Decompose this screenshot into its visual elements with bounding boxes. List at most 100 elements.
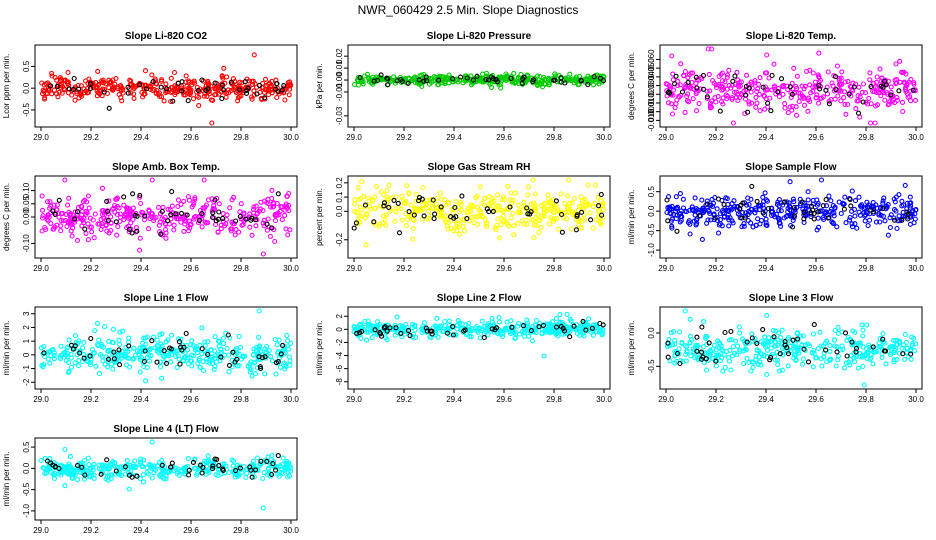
data-point-slope (226, 369, 232, 375)
data-point-slope (586, 202, 592, 208)
data-point-slope (735, 97, 741, 104)
data-point-slope (131, 95, 137, 101)
data-point-flagged (823, 87, 829, 93)
data-point-slope (862, 90, 869, 96)
plot-frame (347, 175, 611, 259)
data-point-flagged (559, 229, 565, 235)
data-point-flagged (129, 230, 135, 236)
data-point-slope (116, 92, 122, 98)
data-point-slope (178, 201, 184, 207)
data-point-slope (113, 75, 119, 82)
data-point-flagged (730, 78, 736, 84)
data-point-slope (722, 79, 728, 85)
data-point-flagged (381, 203, 387, 209)
data-point-slope (394, 314, 400, 320)
y-tick-label: 0.10 (22, 182, 31, 198)
data-point-slope (185, 456, 191, 462)
data-point-slope (764, 312, 770, 318)
data-point-slope (734, 343, 741, 349)
data-point-flagged (704, 94, 710, 100)
data-point-flagged (904, 209, 910, 215)
data-point-slope (102, 361, 108, 367)
data-point-slope (62, 483, 68, 489)
data-point-slope (266, 80, 273, 86)
data-point-slope (874, 79, 880, 85)
data-point-flagged (210, 210, 216, 216)
data-point-flagged (880, 336, 886, 342)
data-point-slope (823, 210, 829, 216)
data-point-flagged (488, 74, 494, 80)
x-tick-label: 29.4 (446, 264, 462, 273)
data-point-slope (364, 337, 370, 343)
data-point-slope (90, 217, 96, 223)
data-point-slope (93, 363, 99, 369)
data-point-slope (373, 184, 379, 190)
data-point-slope (222, 223, 228, 229)
x-tick-label: 29.6 (496, 133, 512, 142)
y-tick-label: 0.060 (647, 49, 656, 70)
data-point-slope (282, 212, 288, 218)
data-point-slope (42, 95, 48, 101)
y-tick-label: 0.5 (22, 441, 31, 453)
data-point-slope (51, 356, 57, 362)
data-point-flagged (799, 199, 805, 205)
data-point-slope (98, 226, 104, 232)
data-point-flagged (848, 203, 854, 209)
data-point-slope (200, 205, 206, 211)
data-point-flagged (430, 197, 436, 203)
data-point-slope (222, 352, 228, 358)
data-point-slope (842, 194, 848, 200)
data-point-slope (189, 352, 195, 358)
data-point-slope (212, 92, 218, 98)
data-point-slope (398, 206, 404, 212)
data-point-slope (490, 203, 496, 209)
data-point-slope (512, 190, 518, 196)
data-point-slope (557, 312, 563, 318)
data-point-flagged (71, 75, 77, 82)
data-point-slope (855, 365, 861, 371)
data-point-slope (49, 347, 55, 353)
data-point-slope (194, 84, 200, 91)
data-point-slope (358, 213, 364, 219)
data-point-slope (446, 318, 452, 324)
data-point-slope (149, 177, 155, 183)
data-point-slope (745, 217, 751, 224)
data-point-slope (171, 69, 178, 76)
data-point-slope (285, 232, 291, 238)
data-point-slope (247, 211, 253, 217)
data-point-slope (776, 94, 782, 100)
data-point-slope (779, 327, 785, 333)
data-point-slope (504, 219, 510, 226)
data-point-flagged (596, 203, 602, 209)
data-point-slope (269, 187, 275, 193)
y-tick-label: -0.5 (647, 359, 656, 373)
data-point-slope (450, 78, 456, 84)
data-point-flagged (281, 83, 287, 89)
data-point-flagged (254, 91, 260, 97)
data-point-slope (860, 327, 866, 333)
data-point-slope (550, 209, 556, 215)
data-point-slope (874, 90, 880, 96)
data-point-slope (789, 107, 795, 113)
data-point-slope (900, 108, 906, 115)
data-point-slope (762, 84, 768, 90)
data-point-slope (256, 308, 262, 314)
data-point-slope (192, 195, 198, 201)
data-point-slope (175, 197, 181, 203)
data-point-slope (106, 338, 112, 344)
data-point-slope (428, 213, 434, 219)
data-point-slope (694, 217, 700, 223)
data-point-slope (215, 229, 221, 235)
data-point-slope (524, 221, 530, 227)
data-point-slope (596, 209, 602, 215)
data-point-flagged (452, 204, 458, 211)
data-point-flagged (905, 216, 911, 222)
data-point-slope (820, 94, 826, 100)
data-point-slope (877, 206, 883, 212)
data-point-slope (855, 93, 861, 99)
data-point-slope (867, 77, 873, 83)
data-point-slope (154, 337, 160, 343)
data-point-slope (894, 95, 900, 101)
data-point-slope (568, 226, 574, 232)
data-point-slope (780, 91, 786, 97)
